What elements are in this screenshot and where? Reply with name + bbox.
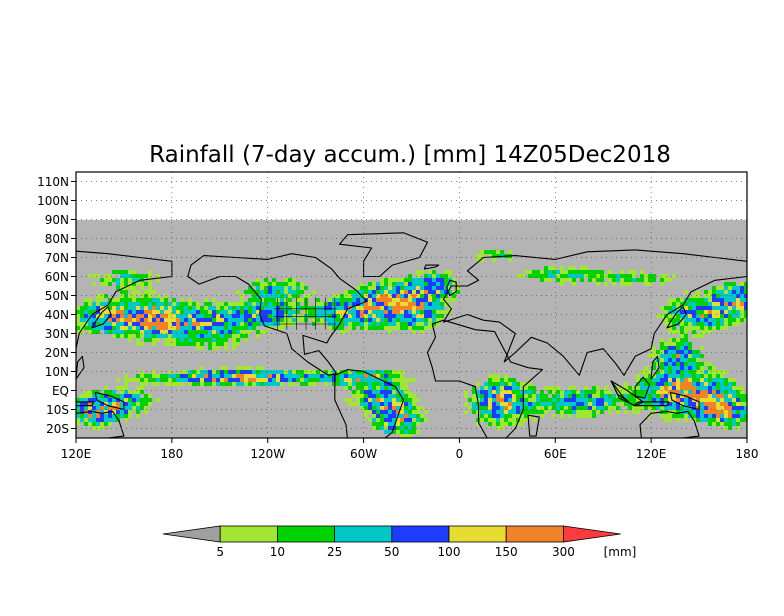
lat-tick-label: 50N [45,289,69,303]
latitude-axis: 110N 100N 90N 80N 70N 60N 50N 40N 30N 20N 10N EQ 10S… [37,175,76,436]
coastline-sumatra [610,380,630,403]
lon-tick-label: 120W [250,447,285,461]
coastline-new-guinea-wrap [94,391,125,411]
colorbar-high-triangle [563,525,621,543]
map-title: Rainfall (7-day accum.) [mm] 14Z05Dec201… [149,142,671,168]
lon-tick-label: 60W [350,447,377,461]
lat-tick-label: 10S [46,403,69,417]
colorbar-segment [276,525,335,543]
coastline-greenland [339,232,429,278]
coastline-indonesia-b-wrap [76,401,95,407]
colorbar-unit-label: [mm] [604,545,637,559]
coastline-japan [666,306,687,329]
coastline-iceland [423,264,440,270]
colorbar-segment [448,525,507,543]
lon-tick-label: 60E [544,447,567,461]
coastline-south-america [334,369,405,438]
colorbar-tick-label: 25 [327,545,342,559]
lon-tick-label: 180 [736,447,759,461]
lon-tick-label: 120E [636,447,667,461]
coastline-uk [446,279,457,297]
colorbar-tick-label: 150 [495,545,518,559]
coastline-indonesia-b [633,401,670,407]
colorbar-tick-label: 50 [384,545,399,559]
coastline-africa [426,319,544,438]
colorbar-low-triangle [162,525,221,543]
rainfall-field [76,250,747,438]
colorbar-tick-label: 10 [270,545,285,559]
lat-tick-label: 20N [45,346,69,360]
coastline-australia-wrap [76,410,125,438]
coastline-australia [639,410,700,438]
lat-tick-label: 90N [45,213,69,227]
coastline-europe-asia [442,249,747,376]
lat-tick-label: 80N [45,232,69,246]
lat-tick-label: 100N [37,194,69,208]
lat-tick-label: 10N [45,365,69,379]
lat-tick-label: 20S [46,422,69,436]
coastline-europe-asia-wrap [76,250,173,350]
colorbar-segment [391,525,450,543]
lat-tick-label: 60N [45,270,69,284]
colorbar: 5 10 25 50 100 150 300 [mm] [162,525,637,559]
colorbar-tick-label: 5 [216,545,224,559]
map-frame [75,171,748,439]
colorbar-segment [505,525,564,543]
coastline-indonesia-a [610,380,644,407]
colorbar-segment [219,525,278,543]
coastline-madagascar [527,414,540,437]
coastline-borneo [634,376,651,399]
lon-tick-label: 120E [61,447,92,461]
lon-tick-label: 180 [160,447,183,461]
coastlines [76,232,747,438]
lat-tick-label: 110N [37,175,69,189]
lat-tick-label: 30N [45,327,69,341]
colorbar-segment [334,525,393,543]
lon-tick-label: 0 [456,447,464,461]
graticule [76,172,747,438]
longitude-axis: 120E 180 120W 60W 0 60E 120E 180 [61,438,759,461]
lat-tick-label: EQ [52,384,69,398]
coastline-japan-wrap [91,306,112,329]
colorbar-tick-label: 100 [438,545,461,559]
lat-tick-label: 40N [45,308,69,322]
map-plot-area [76,172,747,438]
colorbar-tick-label: 300 [552,545,575,559]
lat-tick-label: 70N [45,251,69,265]
coastline-new-guinea [669,391,700,411]
